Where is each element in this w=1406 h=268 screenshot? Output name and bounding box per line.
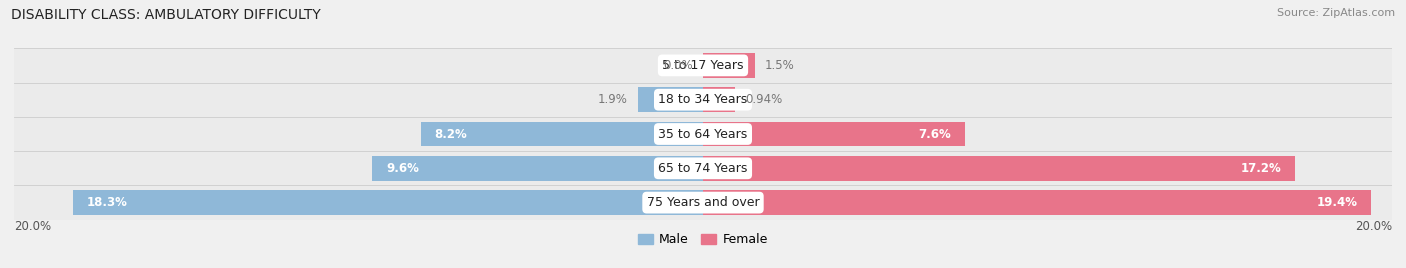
Bar bbox=[14, 117, 1392, 151]
Text: 35 to 64 Years: 35 to 64 Years bbox=[658, 128, 748, 140]
Bar bbox=[14, 185, 1392, 220]
Bar bbox=[703, 122, 965, 146]
Bar bbox=[703, 53, 755, 78]
Text: 1.5%: 1.5% bbox=[765, 59, 794, 72]
Bar bbox=[373, 156, 703, 181]
Text: Source: ZipAtlas.com: Source: ZipAtlas.com bbox=[1277, 8, 1395, 18]
Text: 0.0%: 0.0% bbox=[664, 59, 693, 72]
Text: 5 to 17 Years: 5 to 17 Years bbox=[662, 59, 744, 72]
Bar bbox=[703, 87, 735, 112]
Text: 18 to 34 Years: 18 to 34 Years bbox=[658, 93, 748, 106]
Bar bbox=[73, 190, 703, 215]
Bar bbox=[14, 151, 1392, 185]
Text: 9.6%: 9.6% bbox=[387, 162, 419, 175]
Text: 18.3%: 18.3% bbox=[86, 196, 128, 209]
Text: 75 Years and over: 75 Years and over bbox=[647, 196, 759, 209]
Bar bbox=[703, 156, 1295, 181]
Legend: Male, Female: Male, Female bbox=[633, 228, 773, 251]
Text: 20.0%: 20.0% bbox=[14, 221, 51, 233]
Bar bbox=[703, 190, 1371, 215]
Text: 7.6%: 7.6% bbox=[918, 128, 950, 140]
Text: 1.9%: 1.9% bbox=[598, 93, 627, 106]
Bar bbox=[420, 122, 703, 146]
Bar bbox=[14, 83, 1392, 117]
Text: 8.2%: 8.2% bbox=[434, 128, 467, 140]
Bar bbox=[14, 48, 1392, 83]
Text: 0.94%: 0.94% bbox=[745, 93, 783, 106]
Text: 20.0%: 20.0% bbox=[1355, 221, 1392, 233]
Text: 19.4%: 19.4% bbox=[1316, 196, 1358, 209]
Text: 17.2%: 17.2% bbox=[1241, 162, 1282, 175]
Bar bbox=[637, 87, 703, 112]
Text: 65 to 74 Years: 65 to 74 Years bbox=[658, 162, 748, 175]
Text: DISABILITY CLASS: AMBULATORY DIFFICULTY: DISABILITY CLASS: AMBULATORY DIFFICULTY bbox=[11, 8, 321, 22]
